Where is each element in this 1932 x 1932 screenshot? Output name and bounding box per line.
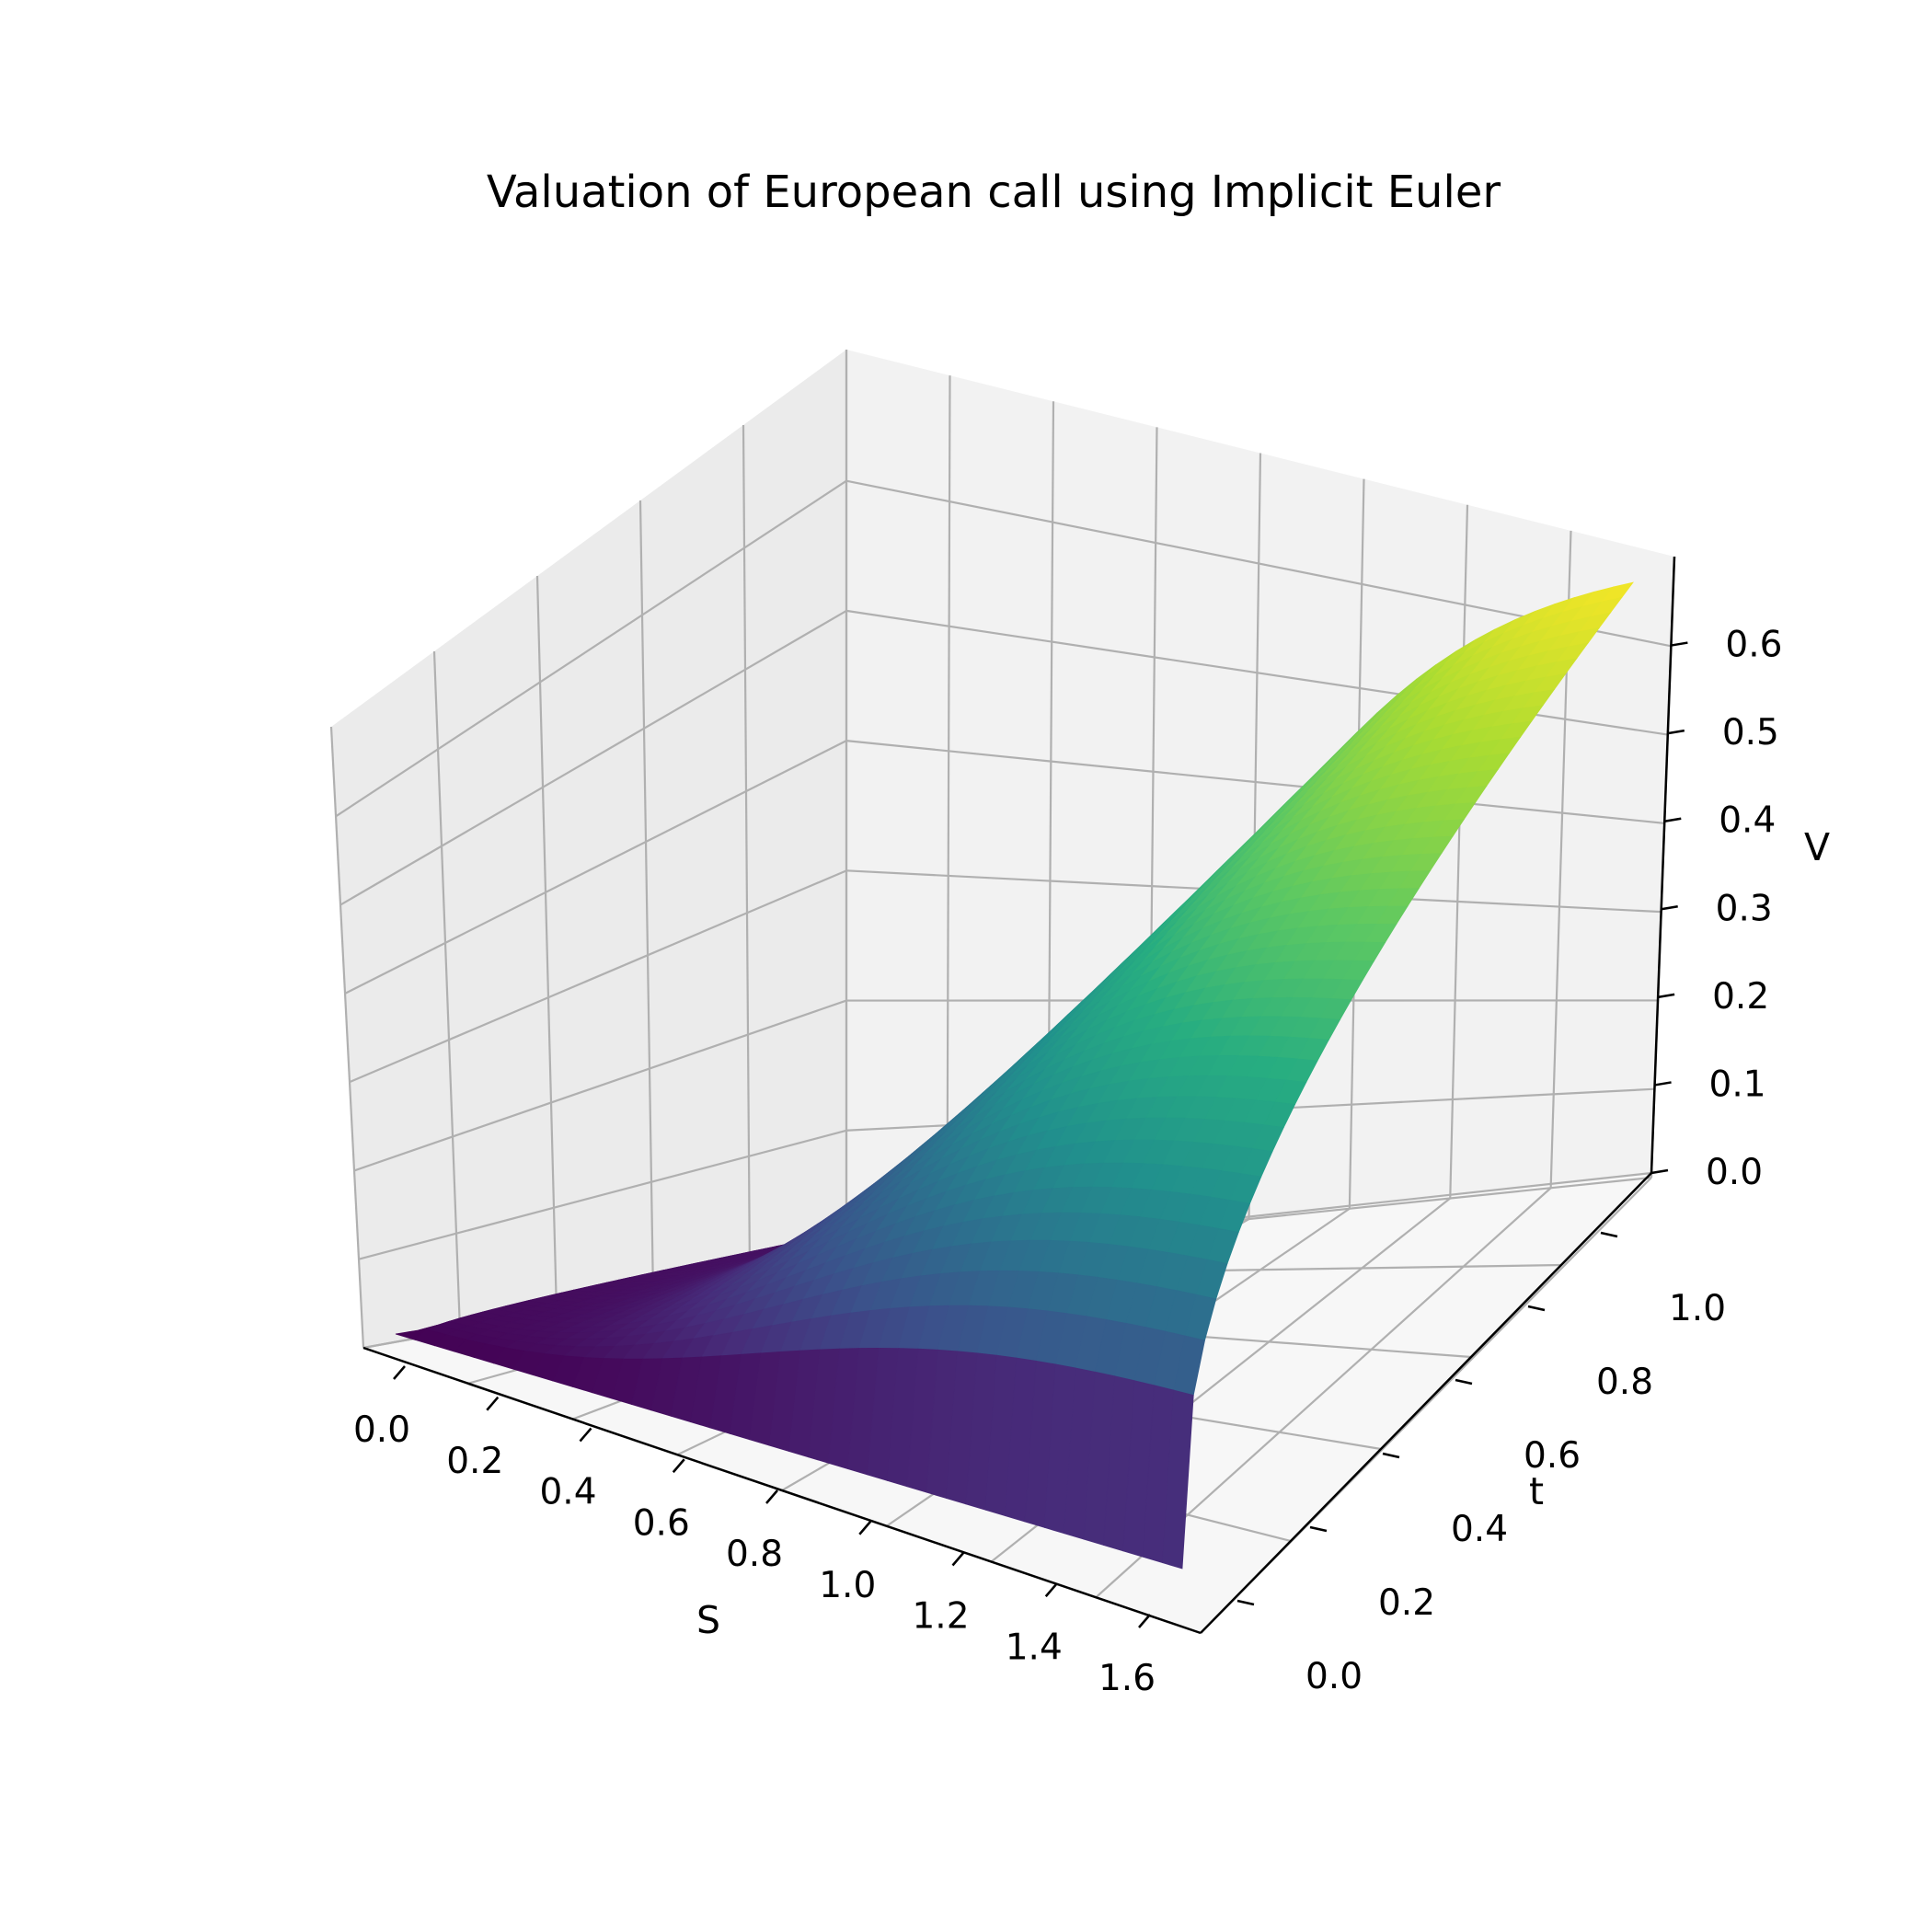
x-tick-label: 0.6 (633, 1502, 690, 1544)
axes (362, 556, 1688, 1635)
y-tick-label: 0.2 (1378, 1582, 1435, 1624)
x-tick-label: 1.4 (1006, 1627, 1063, 1668)
grid-line (638, 500, 655, 1296)
z-tick (1657, 993, 1675, 999)
z-tick-label: 0.6 (1725, 625, 1782, 666)
y-tick-label: 0.4 (1451, 1509, 1508, 1550)
z-tick (1671, 641, 1688, 647)
x-tick (1044, 1582, 1058, 1598)
x-tick (858, 1520, 872, 1535)
y-tick (1382, 1452, 1400, 1459)
y-tick-label: 0.0 (1305, 1656, 1363, 1697)
z-tick-label: 0.0 (1706, 1152, 1763, 1193)
surface-plot (395, 581, 1634, 1570)
y-tick (1309, 1525, 1328, 1533)
y-tick (1236, 1599, 1255, 1606)
y-axis-label: t (1529, 1469, 1544, 1513)
x-tick-label: 0.4 (539, 1472, 596, 1513)
grid-line (353, 999, 847, 1172)
z-tick (1664, 817, 1682, 822)
z-tick-label: 0.3 (1716, 888, 1773, 929)
grid-line (335, 479, 847, 818)
x-tick (765, 1489, 778, 1504)
x-tick-label: 0.0 (353, 1409, 410, 1451)
y-tick (1600, 1231, 1618, 1238)
grid-line (535, 575, 558, 1314)
z-tick-label: 0.4 (1719, 800, 1776, 842)
grid-line (329, 726, 365, 1349)
y-tick-label: 1.0 (1669, 1288, 1726, 1329)
y-axis-line (1200, 1172, 1652, 1634)
x-tick (951, 1551, 965, 1567)
x-axis-label: S (696, 1598, 720, 1642)
y-tick (1527, 1305, 1546, 1312)
grid-line (358, 1129, 847, 1260)
z-tick (1661, 905, 1678, 911)
x-tick (1138, 1614, 1151, 1628)
x-tick (672, 1458, 685, 1474)
grid-line (344, 740, 847, 995)
x-tick-label: 1.0 (819, 1565, 876, 1606)
z-tick (1667, 729, 1685, 735)
z-axis-label: V (1804, 825, 1830, 869)
x-tick-label: 0.2 (446, 1441, 503, 1482)
x-tick-label: 1.2 (912, 1596, 969, 1638)
grid-line (432, 650, 462, 1331)
grid-line (1449, 504, 1469, 1199)
z-tick (1650, 1168, 1669, 1175)
z-axis-line (1650, 556, 1676, 1174)
y-tick-label: 0.6 (1524, 1435, 1581, 1477)
grid-line (349, 869, 847, 1084)
grid-line (742, 424, 752, 1279)
y-tick (1455, 1378, 1473, 1386)
z-tick-label: 0.2 (1712, 976, 1769, 1018)
z-tick (1654, 1081, 1672, 1087)
x-tick (486, 1396, 500, 1411)
grid-line (339, 609, 847, 906)
tick-labels: 0.0 0.2 0.4 0.6 0.8 1.0 1.2 1.4 1.6 0.0 0.2 0.4 0.6 0… (353, 625, 1782, 1699)
x-axis-line (362, 1346, 1202, 1635)
x-tick (579, 1427, 592, 1443)
x-tick-label: 0.8 (726, 1534, 783, 1575)
grid-line (946, 375, 951, 1250)
y-tick-label: 0.8 (1596, 1362, 1653, 1403)
surface-patch (1162, 1389, 1194, 1570)
z-tick-label: 0.1 (1709, 1064, 1766, 1105)
left-pane (331, 350, 846, 1348)
chart-title: Valuation of European call using Implici… (487, 167, 1501, 218)
z-tick-label: 0.5 (1722, 712, 1779, 753)
grid-line (845, 740, 1665, 824)
x-tick (393, 1365, 406, 1380)
x-tick-label: 1.6 (1098, 1658, 1156, 1699)
